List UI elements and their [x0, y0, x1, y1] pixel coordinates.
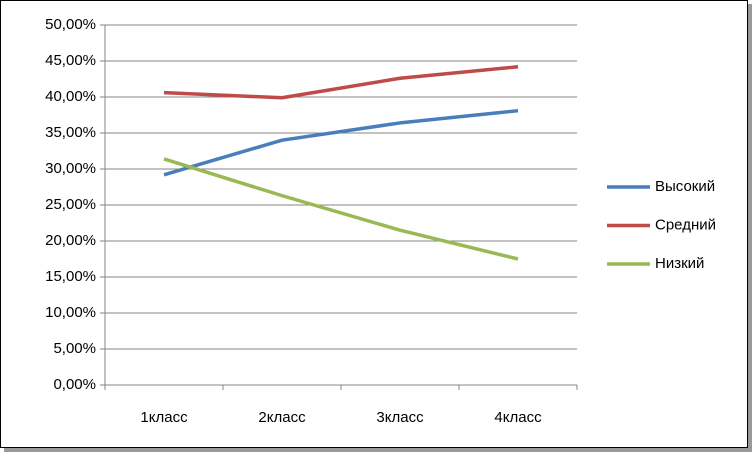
x-tick-label: 3класс	[376, 409, 424, 426]
series-line	[163, 108, 519, 177]
y-tick-label: 10,00%	[45, 304, 96, 321]
y-tick-label: 35,00%	[45, 124, 96, 141]
series-line	[163, 65, 519, 100]
y-tick-label: 5,00%	[53, 340, 96, 357]
legend-label: Низкий	[655, 255, 704, 272]
y-tick-label: 45,00%	[45, 52, 96, 69]
legend-label: Средний	[655, 216, 716, 233]
x-tick-label: 4класс	[494, 409, 542, 426]
y-tick-label: 50,00%	[45, 16, 96, 33]
series-line	[163, 157, 519, 261]
y-tick-label: 15,00%	[45, 268, 96, 285]
y-tick-label: 20,00%	[45, 232, 96, 249]
y-tick-label: 30,00%	[45, 160, 96, 177]
x-tick-label: 1класс	[140, 409, 188, 426]
x-tick-label: 2класс	[258, 409, 306, 426]
y-tick-label: 25,00%	[45, 196, 96, 213]
y-tick-label: 0,00%	[53, 376, 96, 393]
legend-label: Высокий	[655, 178, 715, 195]
y-tick-label: 40,00%	[45, 88, 96, 105]
